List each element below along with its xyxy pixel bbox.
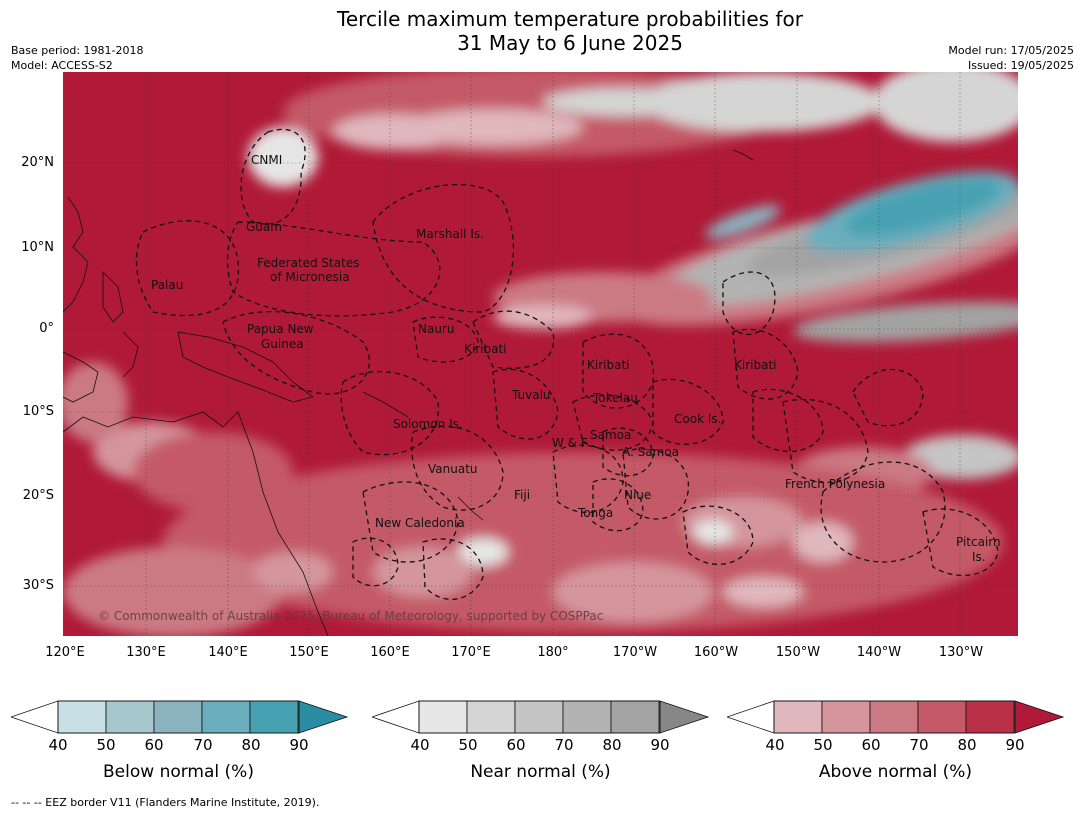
label-samoa: Samoa xyxy=(590,428,631,442)
label-nauru: Nauru xyxy=(418,322,454,336)
label-kiribati-west: Kiribati xyxy=(464,342,506,356)
label-solomon: Solomon Is. xyxy=(393,417,463,431)
lon-label-160w: 160°W xyxy=(693,645,739,660)
tick-label: 60 xyxy=(144,736,164,754)
label-new-caledonia: New Caledonia xyxy=(375,516,465,530)
probability-map: CNMI Guam Marshall Is. Federated States … xyxy=(63,72,1018,636)
label-pitcairn-1: Pitcairn xyxy=(956,535,1001,549)
label-american-samoa: A. Samoa xyxy=(622,445,679,459)
label-palau: Palau xyxy=(151,278,183,292)
label-guam: Guam xyxy=(246,220,282,234)
issued-date: Issued: 19/05/2025 xyxy=(967,59,1074,72)
base-period: Base period: 1981-2018 xyxy=(11,44,144,57)
lat-label-20s: 20°S xyxy=(22,488,54,503)
meta-right: Model run: 17/05/2025 Issued: 19/05/2025 xyxy=(948,43,1074,73)
label-tuvalu: Tuvalu xyxy=(511,388,551,402)
model-name: Model: ACCESS-S2 xyxy=(11,59,113,72)
label-cook: Cook Is. xyxy=(674,412,721,426)
lon-label-170w: 170°W xyxy=(612,645,658,660)
tick-label: 60 xyxy=(861,736,881,754)
colorbar-below-title: Below normal (%) xyxy=(103,762,254,782)
tick-label: 90 xyxy=(289,736,309,754)
colorbar-extend-arrow xyxy=(1014,700,1065,734)
meta-left: Base period: 1981-2018 Model: ACCESS-S2 xyxy=(11,43,143,73)
colorbar-segment xyxy=(562,700,612,734)
label-fsm-2: of Micronesia xyxy=(270,270,350,284)
colorbar-segment xyxy=(965,700,1015,734)
lon-label-130e: 130°E xyxy=(126,645,166,660)
tick-label: 40 xyxy=(765,736,785,754)
colorbar-segment xyxy=(610,700,660,734)
lon-label-150e: 150°E xyxy=(289,645,329,660)
label-cnmi: CNMI xyxy=(251,153,282,167)
colorbar-segment xyxy=(153,700,203,734)
tick-label: 80 xyxy=(602,736,622,754)
model-run: Model run: 17/05/2025 xyxy=(948,44,1074,57)
colorbar-segment xyxy=(917,700,967,734)
colorbar-segment xyxy=(201,700,251,734)
lon-label-140e: 140°E xyxy=(208,645,248,660)
lat-label-10n: 10°N xyxy=(21,240,54,255)
colorbar-segment xyxy=(249,700,299,734)
colorbar-segment xyxy=(514,700,564,734)
eez-legend-footer: -- -- -- EEZ border V11 (Flanders Marine… xyxy=(11,796,320,809)
colorbar-segment xyxy=(466,700,516,734)
tick-label: 50 xyxy=(458,736,478,754)
label-french-polynesia: French Polynesia xyxy=(785,477,885,491)
label-marshall: Marshall Is. xyxy=(416,227,484,241)
lon-label-150w: 150°W xyxy=(775,645,821,660)
colorbar-extend-arrow xyxy=(659,700,710,734)
lon-label-140w: 140°W xyxy=(856,645,902,660)
colorbar-below xyxy=(11,700,349,734)
tick-label: 50 xyxy=(813,736,833,754)
tick-label: 60 xyxy=(506,736,526,754)
label-tokelau: Tokelau xyxy=(592,391,638,405)
label-tonga: Tonga xyxy=(577,506,613,520)
label-pitcairn-2: Is. xyxy=(972,550,986,564)
lon-label-120e: 120°E xyxy=(45,645,85,660)
colorbar-segment xyxy=(418,700,468,734)
title-line-1: Tercile maximum temperature probabilitie… xyxy=(337,7,803,31)
colorbar-above-title: Above normal (%) xyxy=(818,762,973,782)
label-vanuatu: Vanuatu xyxy=(428,462,478,476)
tick-label: 50 xyxy=(96,736,116,754)
colorbar-above xyxy=(727,700,1065,734)
colorbar-segment xyxy=(57,700,107,734)
tick-label: 90 xyxy=(650,736,670,754)
map-title: Tercile maximum temperature probabilitie… xyxy=(0,7,1085,55)
lat-label-10s: 10°S xyxy=(22,404,54,419)
lon-label-160e: 160°E xyxy=(370,645,410,660)
lon-label-130w: 130°W xyxy=(938,645,984,660)
label-png-1: Papua New xyxy=(247,322,314,336)
tick-label: 70 xyxy=(193,736,213,754)
colorbar-extend-arrow xyxy=(298,700,349,734)
label-niue: Niue xyxy=(624,488,651,502)
label-fsm-1: Federated States xyxy=(257,256,359,270)
tick-label: 70 xyxy=(909,736,929,754)
tick-label: 70 xyxy=(554,736,574,754)
colorbar-segment xyxy=(869,700,919,734)
tick-label: 40 xyxy=(48,736,68,754)
colorbar-segment xyxy=(821,700,871,734)
tick-label: 40 xyxy=(410,736,430,754)
lat-label-0: 0° xyxy=(39,321,54,336)
tick-label: 80 xyxy=(957,736,977,754)
label-png-2: Guinea xyxy=(261,337,304,351)
lon-label-180: 180° xyxy=(537,645,569,660)
label-wallis-futuna: W & F xyxy=(552,436,588,450)
colorbar-near-title: Near normal (%) xyxy=(470,762,611,782)
lat-label-30s: 30°S xyxy=(22,578,54,593)
copyright-notice: © Commonwealth of Australia 2025, Bureau… xyxy=(98,609,604,623)
lat-label-20n: 20°N xyxy=(21,155,54,170)
lon-label-170e: 170°E xyxy=(451,645,491,660)
label-kiribati-central: Kiribati xyxy=(587,358,629,372)
tick-label: 90 xyxy=(1005,736,1025,754)
colorbar-segment xyxy=(773,700,823,734)
colorbar-near xyxy=(372,700,710,734)
tick-label: 80 xyxy=(241,736,261,754)
colorbar-segment xyxy=(105,700,155,734)
label-kiribati-east: Kiribati xyxy=(734,358,776,372)
title-line-2: 31 May to 6 June 2025 xyxy=(457,31,683,55)
label-fiji: Fiji xyxy=(514,488,530,502)
